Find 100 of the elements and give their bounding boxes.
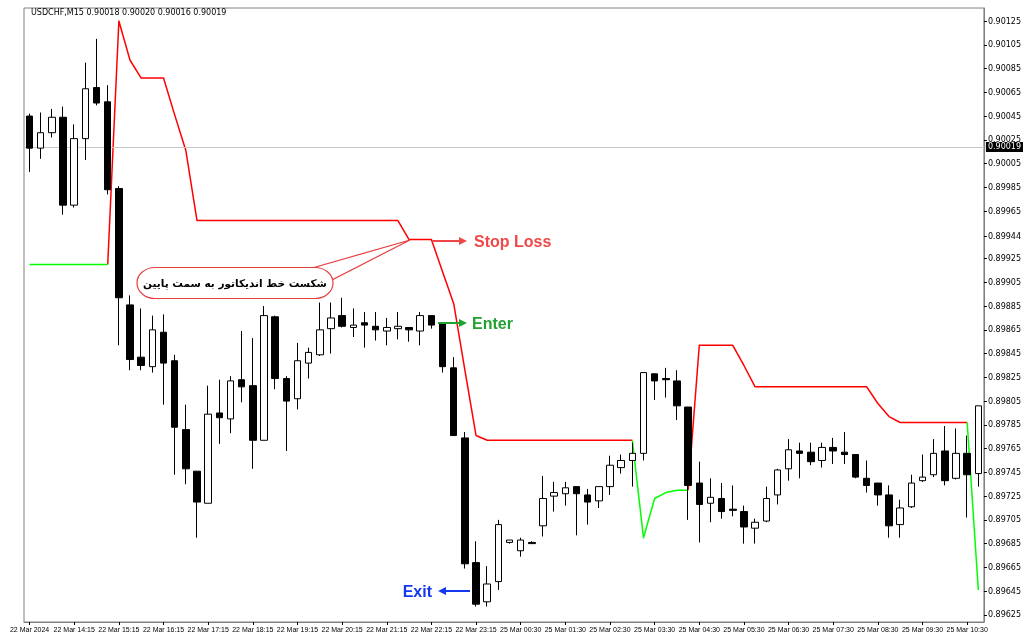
candlestick: [372, 311, 379, 342]
candlestick: [104, 84, 111, 195]
y-tick-label: 0.90025: [987, 135, 1022, 145]
y-tick-label: 0.90065: [987, 87, 1022, 97]
candlestick: [204, 385, 212, 504]
candlestick: [283, 375, 290, 452]
candlestick: [852, 454, 859, 479]
y-tick-label: 0.89665: [987, 562, 1022, 572]
y-tick-label: 0.89965: [987, 206, 1022, 216]
candlestick: [26, 113, 33, 173]
candlestick: [193, 470, 201, 539]
candlestick: [573, 486, 580, 536]
y-tick-label: 0.89645: [987, 586, 1022, 596]
candlestick: [952, 427, 960, 480]
candlestick: [829, 437, 837, 465]
candlestick: [93, 38, 100, 106]
candlestick: [662, 367, 670, 399]
candlestick: [729, 484, 737, 517]
candlestick: [896, 499, 904, 539]
candlestick: [361, 311, 368, 349]
candlestick: [149, 315, 156, 374]
y-tick-label: 0.90125: [987, 16, 1022, 26]
y-tick-label: 0.89905: [987, 277, 1022, 287]
y-tick-label: 0.89685: [987, 539, 1022, 549]
candlestick: [126, 294, 134, 371]
candlestick: [606, 455, 614, 496]
candlestick: [439, 322, 446, 374]
y-tick-label: 0.90085: [987, 64, 1022, 74]
candlestick: [785, 438, 792, 482]
candlestick: [807, 442, 815, 466]
candlestick: [137, 307, 145, 371]
candlestick: [305, 347, 312, 380]
candlestick: [740, 505, 748, 545]
y-tick-label: 0.89944: [987, 231, 1022, 241]
candlestick: [684, 406, 692, 521]
candlestick: [796, 442, 803, 479]
candlestick: [941, 425, 949, 486]
candlestick: [450, 356, 457, 437]
candlestick: [841, 431, 848, 465]
candlestick: [37, 112, 44, 160]
candlestick: [885, 484, 893, 539]
candlestick: [751, 518, 759, 545]
ref-line-label: 0.90019: [987, 142, 1022, 152]
y-tick-label: 0.89725: [987, 491, 1022, 501]
candlestick: [595, 486, 603, 509]
candlestick: [908, 474, 915, 509]
candlestick: [863, 459, 870, 494]
candlestick: [416, 311, 424, 346]
y-tick-label: 0.89865: [987, 325, 1022, 335]
candlestick: [774, 468, 781, 505]
candlestick: [171, 354, 178, 476]
candlestick: [48, 108, 56, 138]
candlestick: [919, 454, 926, 483]
candlestick: [238, 330, 245, 403]
y-tick-label: 0.89985: [987, 182, 1022, 192]
candlestick: [59, 106, 67, 216]
candlestick: [640, 372, 647, 461]
candlestick: [294, 342, 301, 410]
candlestick: [528, 540, 536, 545]
candlestick: [405, 326, 413, 343]
y-tick-label: 0.89805: [987, 396, 1022, 406]
candlestick: [327, 302, 335, 355]
y-tick-label: 0.90045: [987, 111, 1022, 121]
y-tick-label: 0.89885: [987, 301, 1022, 311]
y-tick-label: 0.89925: [987, 254, 1022, 264]
annotation: Enter: [472, 315, 513, 332]
candlestick: [562, 481, 569, 507]
candlestick: [874, 482, 882, 507]
y-tick-label: 0.89785: [987, 420, 1022, 430]
candlestick: [617, 454, 625, 475]
candlestick: [963, 435, 971, 518]
candlestick: [495, 519, 502, 591]
candlestick: [629, 442, 636, 488]
candlestick: [115, 185, 123, 346]
candlestick: [82, 62, 89, 161]
candlestick: [818, 442, 826, 469]
y-tick-label: 0.90005: [987, 159, 1022, 169]
candlestick: [673, 369, 681, 421]
candlestick: [182, 404, 190, 485]
candlestick: [472, 540, 480, 608]
y-tick-label: 0.89625: [987, 610, 1022, 620]
y-tick-label: 0.90105: [987, 40, 1022, 50]
candlestick: [975, 405, 982, 488]
candlestick: [584, 488, 591, 526]
annotation: شکست خط اندیکاتور به سمت پایین: [143, 277, 327, 290]
candlestick: [160, 313, 167, 406]
candlestick: [763, 486, 770, 523]
candlestick: [316, 302, 324, 357]
candlestick: [517, 537, 524, 558]
candlestick: [539, 475, 547, 537]
annotation: Stop Loss: [474, 233, 552, 250]
candlestick: [249, 337, 257, 470]
candlestick: [461, 431, 469, 570]
candlestick: [930, 438, 937, 478]
candlestick: [707, 477, 714, 523]
candlestick: [550, 481, 558, 513]
y-tick-label: 0.89825: [987, 372, 1022, 382]
candlestick: [227, 375, 234, 434]
annotation: Exit: [402, 583, 433, 600]
chart-title: USDCHF,M15 0.90018 0.90020 0.90016 0.90019: [31, 7, 227, 17]
